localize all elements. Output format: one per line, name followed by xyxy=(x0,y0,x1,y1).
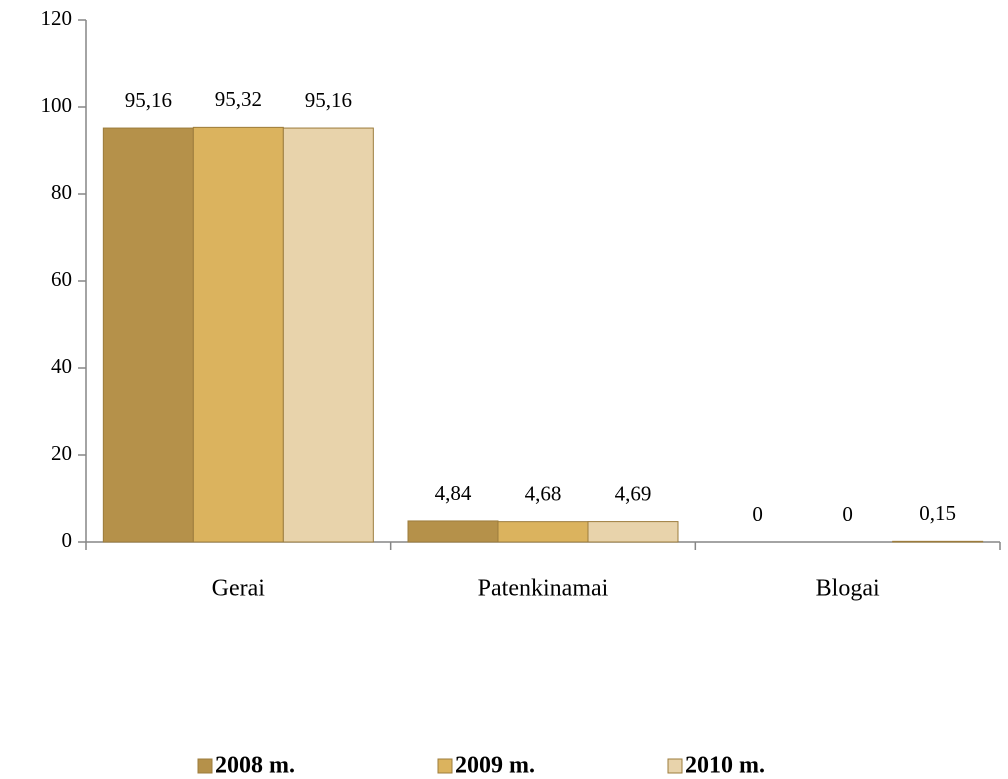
x-tick-label: Patenkinamai xyxy=(478,576,609,602)
value-label: 95,16 xyxy=(305,88,352,112)
legend-label: 2008 m. xyxy=(215,753,295,779)
bar xyxy=(102,127,194,543)
y-tick-label: 60 xyxy=(51,267,72,291)
legend-swatch xyxy=(197,758,213,774)
value-label: 4,68 xyxy=(525,481,562,505)
y-tick-label: 100 xyxy=(41,93,73,117)
value-label: 95,16 xyxy=(125,88,172,112)
x-tick-label: Gerai xyxy=(212,576,266,602)
y-tick-label: 0 xyxy=(62,528,73,552)
value-label: 4,69 xyxy=(615,481,652,505)
y-tick-label: 40 xyxy=(51,354,72,378)
value-label: 4,84 xyxy=(435,481,472,505)
bar xyxy=(282,127,374,543)
value-label: 95,32 xyxy=(215,87,262,111)
legend-label: 2010 m. xyxy=(685,753,765,779)
y-tick-label: 20 xyxy=(51,441,72,465)
value-label: 0 xyxy=(752,502,763,526)
legend-label: 2009 m. xyxy=(455,753,535,779)
value-label: 0,15 xyxy=(919,501,956,525)
legend-swatch xyxy=(437,758,453,774)
value-label: 0 xyxy=(842,502,853,526)
y-tick-label: 80 xyxy=(51,180,72,204)
x-tick-label: Blogai xyxy=(816,576,880,602)
bar xyxy=(497,521,589,543)
bar xyxy=(407,520,499,543)
y-tick-label: 120 xyxy=(41,6,73,30)
bar xyxy=(892,540,984,543)
bar xyxy=(587,521,679,543)
legend-swatch xyxy=(667,758,683,774)
bar xyxy=(192,126,284,543)
